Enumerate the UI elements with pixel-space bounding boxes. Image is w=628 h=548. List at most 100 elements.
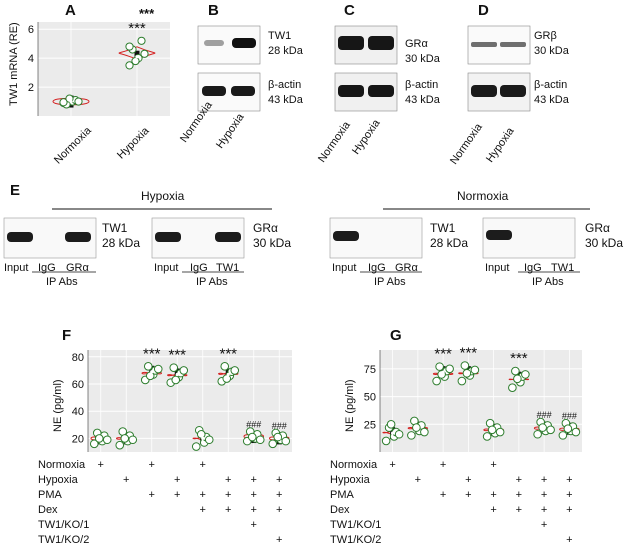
- data-point: [432, 376, 441, 386]
- blot-e4-size: 30 kDa: [585, 236, 624, 250]
- blot-e1-input-band: [7, 232, 33, 242]
- treatment-plus: +: [439, 489, 447, 501]
- blot-e2-lane-input: Input: [154, 262, 179, 274]
- blot-e2-lane-tw1: TW1: [216, 262, 240, 274]
- significance-mark: ***: [510, 350, 528, 367]
- treatment-plus: +: [199, 489, 206, 501]
- blot-d-protein-label: GRβ: [534, 30, 557, 42]
- data-point: [171, 375, 181, 385]
- mean-point: [124, 436, 128, 440]
- data-point: [102, 435, 112, 445]
- blot-c-actin-label: β-actin: [405, 79, 439, 91]
- mean-point: [391, 431, 395, 435]
- y-tick-label: 20: [72, 433, 84, 445]
- blot-e1-label: TW1: [102, 221, 128, 235]
- data-point: [191, 442, 201, 451]
- significance-mark: ***: [128, 20, 146, 37]
- panel-label-b: B: [208, 2, 219, 19]
- blot-e4: [482, 217, 580, 273]
- panel-label-c: C: [344, 2, 355, 19]
- treatment-plus: +: [540, 504, 548, 516]
- blot-c-actin-band-1: [338, 85, 364, 97]
- blot-d-band-2: [500, 42, 526, 47]
- treatment-plus: +: [97, 459, 104, 471]
- blot-e4-label: GRα: [585, 221, 610, 235]
- data-point: [420, 427, 429, 437]
- treatment-plus: +: [439, 459, 447, 471]
- blot-e2: [151, 217, 245, 273]
- normoxia-title: Normoxia: [457, 189, 509, 203]
- blot-e1: [3, 217, 97, 273]
- blot-b-protein-label: TW1: [268, 30, 292, 42]
- data-point: [407, 431, 416, 440]
- data-point: [222, 374, 232, 383]
- mean-point: [542, 426, 546, 430]
- mean-point: [135, 55, 139, 59]
- treatment-plus: +: [414, 474, 422, 486]
- blot-e2-ip: IP Abs: [196, 276, 228, 288]
- significance-mark: ***: [143, 345, 161, 362]
- y-tick-label: 6: [28, 24, 34, 36]
- significance-mark: ***: [219, 345, 237, 362]
- blot-b-actin-band-1: [202, 86, 226, 96]
- data-point: [386, 419, 396, 429]
- significance-mark: ###: [272, 421, 287, 431]
- treatment-plus: +: [540, 489, 548, 501]
- data-point: [381, 436, 391, 446]
- blot-b-actin-band-2: [231, 86, 255, 96]
- blot-c-band-2: [368, 36, 394, 50]
- blot-e4-lane-tw1: TW1: [551, 262, 575, 274]
- treatment-plus: +: [225, 504, 232, 516]
- panel-f-ylabel: NE (pg/ml): [52, 379, 64, 432]
- blot-e4-input-band: [486, 230, 512, 240]
- blot-e3-lane-input: Input: [332, 262, 357, 274]
- panel-label-f: F: [62, 327, 72, 344]
- treatment-row-label: Dex: [330, 504, 350, 516]
- significance-mark: ###: [562, 411, 577, 421]
- data-point: [482, 432, 492, 441]
- panel-label-e: E: [10, 182, 21, 199]
- y-tick-label: 2: [28, 82, 34, 94]
- data-point: [128, 435, 138, 445]
- treatment-plus: +: [148, 489, 155, 501]
- data-point: [460, 361, 470, 370]
- data-point: [230, 366, 240, 375]
- panel-f-chart: 20 40 60 80 *** *** *** ### ###: [72, 345, 292, 452]
- blot-e4-ip: IP Abs: [532, 276, 564, 288]
- blot-d-actin-band-2: [500, 85, 526, 97]
- blot-c-actin-size: 43 kDa: [405, 94, 440, 106]
- significance-mark: ###: [537, 410, 552, 420]
- data-point: [513, 374, 522, 384]
- data-point: [125, 42, 134, 51]
- panel-label-d: D: [478, 2, 489, 19]
- treatment-plus: +: [276, 489, 283, 501]
- data-point: [153, 364, 163, 374]
- treatment-plus: +: [515, 504, 523, 516]
- mean-point: [150, 370, 154, 374]
- data-point: [281, 436, 291, 446]
- treatment-plus: +: [465, 474, 472, 486]
- blot-c-band-1: [338, 36, 364, 50]
- data-point: [125, 61, 134, 70]
- panel-g-ylabel: NE (pg/ml): [344, 379, 356, 432]
- blot-e2-label: GRα: [253, 221, 278, 235]
- blot-b: [197, 25, 261, 112]
- panel-a-ylabel: TW1 mRNA (RE): [8, 22, 20, 106]
- data-point: [255, 435, 265, 445]
- blot-c-protein-label: GRα: [405, 38, 428, 50]
- data-point: [59, 98, 68, 107]
- treatment-plus: +: [389, 459, 396, 471]
- treatment-row-label: TW1/KO/1: [330, 519, 382, 531]
- treatment-plus: +: [250, 504, 257, 516]
- data-point: [558, 431, 568, 440]
- mean-point: [201, 436, 205, 440]
- panel-a-significance: ***: [139, 6, 155, 21]
- blot-e3-lane-igg: IgG: [368, 262, 386, 274]
- blot-d-band-1: [471, 42, 497, 47]
- blot-e2-lane-igg: IgG: [190, 262, 208, 274]
- blot-d: [467, 25, 531, 112]
- treatment-plus: +: [540, 474, 548, 486]
- data-point: [115, 440, 125, 450]
- blot-e3-lane-gra: GRα: [395, 262, 418, 274]
- treatment-row-label: Normoxia: [330, 459, 378, 471]
